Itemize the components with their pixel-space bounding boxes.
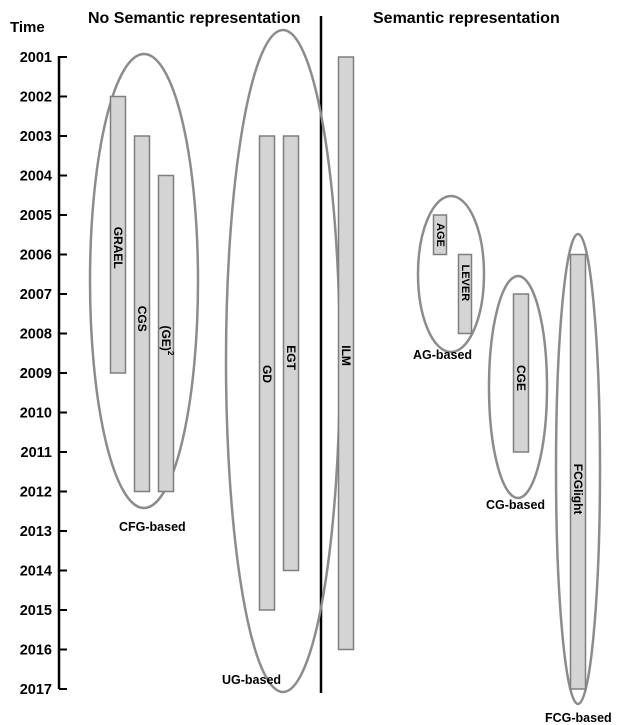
year-label: 2010 [20,406,52,422]
year-label: 2008 [20,327,52,343]
group-ellipse-cg [487,274,549,500]
header-no-semantic: No Semantic representation [88,10,301,27]
time-axis-label: Time [10,19,45,36]
group-ellipse-fcg [554,232,602,706]
year-label: 2011 [21,445,52,461]
year-label: 2017 [20,682,52,698]
year-label: 2003 [20,129,52,145]
method-name: (GE) [159,326,173,351]
year-label: 2002 [20,90,52,106]
method-bar-grael [109,95,127,374]
year-label: 2005 [20,208,52,224]
method-bars: GRAEL CGS (GE)2 GD EGT ILM AGE LEVER CGE FCGlight [109,56,587,690]
group-label-fcg: FCG-based [545,711,612,725]
method-label-ge: (GE)2 [159,326,176,356]
method-name: CGS [135,306,149,332]
group-label-cg: CG-based [486,498,545,512]
year-label: 2004 [20,169,52,185]
group-label-ag: AG-based [413,348,472,362]
method-bar-cgs [133,135,151,493]
method-name: GRAEL [111,227,125,269]
method-label-cge: CGE [514,365,528,391]
method-name: ILM [339,345,353,366]
method-bar-cge [512,293,530,453]
year-label: 2016 [20,643,52,659]
method-bar-gd [258,135,276,611]
method-bar-egt [282,135,300,572]
method-label-cgs: CGS [135,306,149,332]
group-label-cfg: CFG-based [119,520,186,534]
method-label-gd: GD [260,365,274,383]
year-label: 2006 [20,248,52,264]
method-bar-lever [457,253,473,335]
method-name: CGE [514,365,528,391]
method-name: EGT [284,345,298,370]
method-bar-ge [157,174,175,493]
group-ellipse-cfg [88,52,200,510]
method-label-lever: LEVER [459,265,471,302]
year-label: 2009 [20,366,52,382]
year-label: 2012 [20,485,52,501]
method-label-egt: EGT [284,345,298,370]
year-label: 2013 [20,524,52,540]
method-name: FCGlight [571,464,585,515]
group-label-ug: UG-based [222,673,281,687]
method-label-grael: GRAEL [111,227,125,269]
method-label-ilm: ILM [339,345,353,366]
method-name: LEVER [459,265,471,302]
method-name: AGE [434,223,446,247]
method-bar-ilm [337,56,355,651]
year-label: 2001 [20,50,52,66]
method-label-fcglight: FCGlight [571,464,585,515]
method-name-superscript: 2 [167,351,176,356]
method-name: GD [260,365,274,383]
method-bar-fcglight [569,253,587,690]
group-ellipse-ag [416,194,486,354]
year-label: 2007 [20,287,52,303]
method-label-age: AGE [434,223,446,247]
year-label: 2015 [20,603,52,619]
header-semantic: Semantic representation [373,10,560,27]
method-bar-age [432,214,448,256]
year-label: 2014 [20,564,52,580]
year-ticks: 2001 2002 2003 2004 2005 2006 2007 2008 2009 2010… [20,50,67,698]
